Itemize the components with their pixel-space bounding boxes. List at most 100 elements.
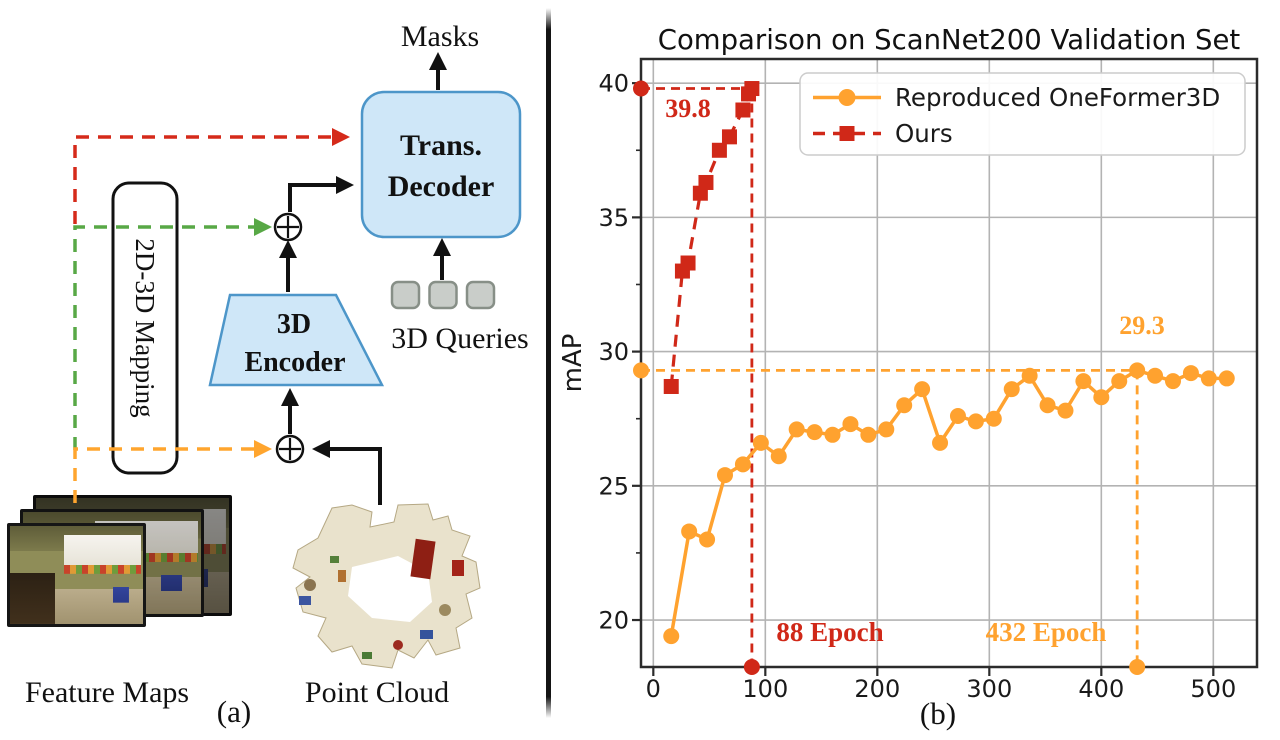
decoder-label-line1: Trans.	[400, 129, 482, 162]
point-cloud-red-object	[410, 538, 436, 580]
marker-reproduced-oneformer3d	[896, 397, 913, 414]
tick-label-y-35: 35	[598, 204, 629, 232]
point-cloud-brown-object	[338, 570, 346, 582]
annotation-value-ours_best: 39.8	[665, 94, 711, 123]
marker-reproduced-oneformer3d	[1182, 365, 1199, 382]
legend-label-1: Ours	[895, 119, 953, 148]
marker-ours	[744, 81, 760, 97]
marker-ours	[680, 255, 696, 271]
solid-arrowheads	[279, 52, 451, 458]
red-dashed-route	[73, 135, 339, 224]
axis-dot-x-ours_best	[743, 659, 760, 675]
marker-reproduced-oneformer3d	[1147, 367, 1164, 384]
panel-a-label: (a)	[217, 694, 251, 729]
decoder-label-line2: Decoder	[388, 170, 495, 203]
green-dashed-route	[73, 225, 255, 450]
point-cloud-red-object-2	[452, 560, 464, 576]
marker-reproduced-oneformer3d	[806, 424, 823, 441]
tick-label-x-300: 300	[966, 675, 1012, 703]
masks-label: Masks	[401, 20, 479, 53]
marker-reproduced-oneformer3d	[1129, 362, 1146, 379]
mapping-label: 2D-3D Mapping	[130, 238, 160, 417]
arrowhead-masks	[429, 52, 447, 70]
query-token-2	[428, 280, 458, 310]
orange-dashed-arrowhead	[254, 440, 272, 458]
queries-label: 3D Queries	[391, 322, 528, 355]
marker-reproduced-oneformer3d	[1057, 402, 1074, 419]
marker-reproduced-oneformer3d	[860, 426, 877, 443]
marker-reproduced-oneformer3d	[1200, 370, 1217, 387]
marker-reproduced-oneformer3d	[967, 413, 984, 430]
marker-reproduced-oneformer3d	[734, 456, 751, 473]
chart-title: Comparison on ScanNet200 Validation Set	[658, 24, 1241, 56]
marker-reproduced-oneformer3d	[663, 628, 680, 645]
marker-reproduced-oneformer3d	[985, 410, 1002, 427]
marker-ours	[735, 102, 751, 118]
tick-label-y-40: 40	[598, 70, 629, 98]
panel-divider	[546, 8, 551, 718]
query-token-3	[465, 280, 496, 310]
annotation-value-oneformer_best: 29.3	[1119, 311, 1165, 340]
marker-reproduced-oneformer3d	[842, 416, 859, 433]
point-cloud-label: Point Cloud	[305, 676, 449, 709]
orange-dashed-route	[73, 447, 255, 503]
marker-ours	[698, 174, 714, 190]
marker-ours	[721, 129, 737, 145]
sum-operators	[273, 212, 305, 464]
marker-ours	[663, 378, 679, 394]
marker-reproduced-oneformer3d	[681, 523, 698, 540]
marker-reproduced-oneformer3d	[932, 434, 949, 451]
arrowhead-encoder-in	[281, 388, 299, 406]
marker-ours	[711, 142, 727, 158]
y-axis-label: mAP	[558, 334, 588, 393]
encoder-label-line2: Encoder	[244, 347, 345, 378]
point-cloud-blue-object	[299, 596, 311, 605]
tick-label-x-400: 400	[1078, 675, 1124, 703]
series-line-reproduced-oneformer3d	[669, 368, 1227, 637]
marker-reproduced-oneformer3d	[1021, 367, 1038, 384]
tick-label-x-100: 100	[742, 675, 788, 703]
marker-reproduced-oneformer3d	[1111, 373, 1128, 390]
trans-decoder-box	[360, 90, 522, 239]
legend-marker-1	[839, 126, 855, 141]
point-cloud-blue-object-2	[420, 630, 433, 639]
tick-label-x-0: 0	[646, 675, 661, 703]
encoder-label-line1: 3D	[277, 309, 311, 340]
marker-reproduced-oneformer3d	[1075, 373, 1092, 390]
marker-reproduced-oneformer3d	[1218, 370, 1235, 387]
tick-label-y-30: 30	[598, 338, 629, 366]
annotation-epoch-oneformer_best: 432 Epoch	[986, 617, 1107, 647]
point-cloud-green-object-2	[362, 652, 372, 659]
axis-dot-y-ours_best	[633, 80, 649, 97]
annotation-epoch-ours_best: 88 Epoch	[776, 617, 883, 647]
legend-label-0: Reproduced OneFormer3D	[895, 83, 1220, 112]
point-cloud-hole	[348, 556, 432, 622]
feature-maps-label: Feature Maps	[25, 676, 189, 709]
point-cloud-speck-2	[304, 579, 316, 591]
marker-reproduced-oneformer3d	[1165, 373, 1181, 390]
legend-box	[799, 72, 1246, 156]
arrowhead-decoder-in	[336, 176, 354, 194]
2d-3d-mapping-box	[111, 181, 179, 475]
marker-reproduced-oneformer3d	[717, 467, 733, 484]
axis-dot-x-oneformer_best	[1129, 659, 1146, 675]
marker-reproduced-oneformer3d	[752, 434, 769, 451]
3d-encoder-trapezoid	[208, 293, 385, 387]
marker-reproduced-oneformer3d	[824, 426, 841, 443]
arrow-sum-to-decoder	[288, 183, 337, 212]
arrowhead-queries	[433, 238, 451, 256]
marker-reproduced-oneformer3d	[914, 381, 931, 398]
point-cloud-speck-3	[439, 604, 451, 616]
tick-label-x-200: 200	[854, 675, 900, 703]
marker-reproduced-oneformer3d	[949, 408, 966, 425]
tick-label-y-25: 25	[598, 472, 629, 500]
feature-map-image-front	[7, 523, 146, 627]
arrowhead-sum-top	[279, 240, 297, 258]
point-cloud-speck	[393, 640, 403, 650]
architecture-diagram: Masks Trans. Decoder 2D-3D Mapping 3D En…	[25, 20, 529, 729]
tick-label-y-20: 20	[598, 607, 629, 635]
green-dashed-arrowhead	[254, 218, 272, 236]
marker-reproduced-oneformer3d	[788, 421, 805, 438]
